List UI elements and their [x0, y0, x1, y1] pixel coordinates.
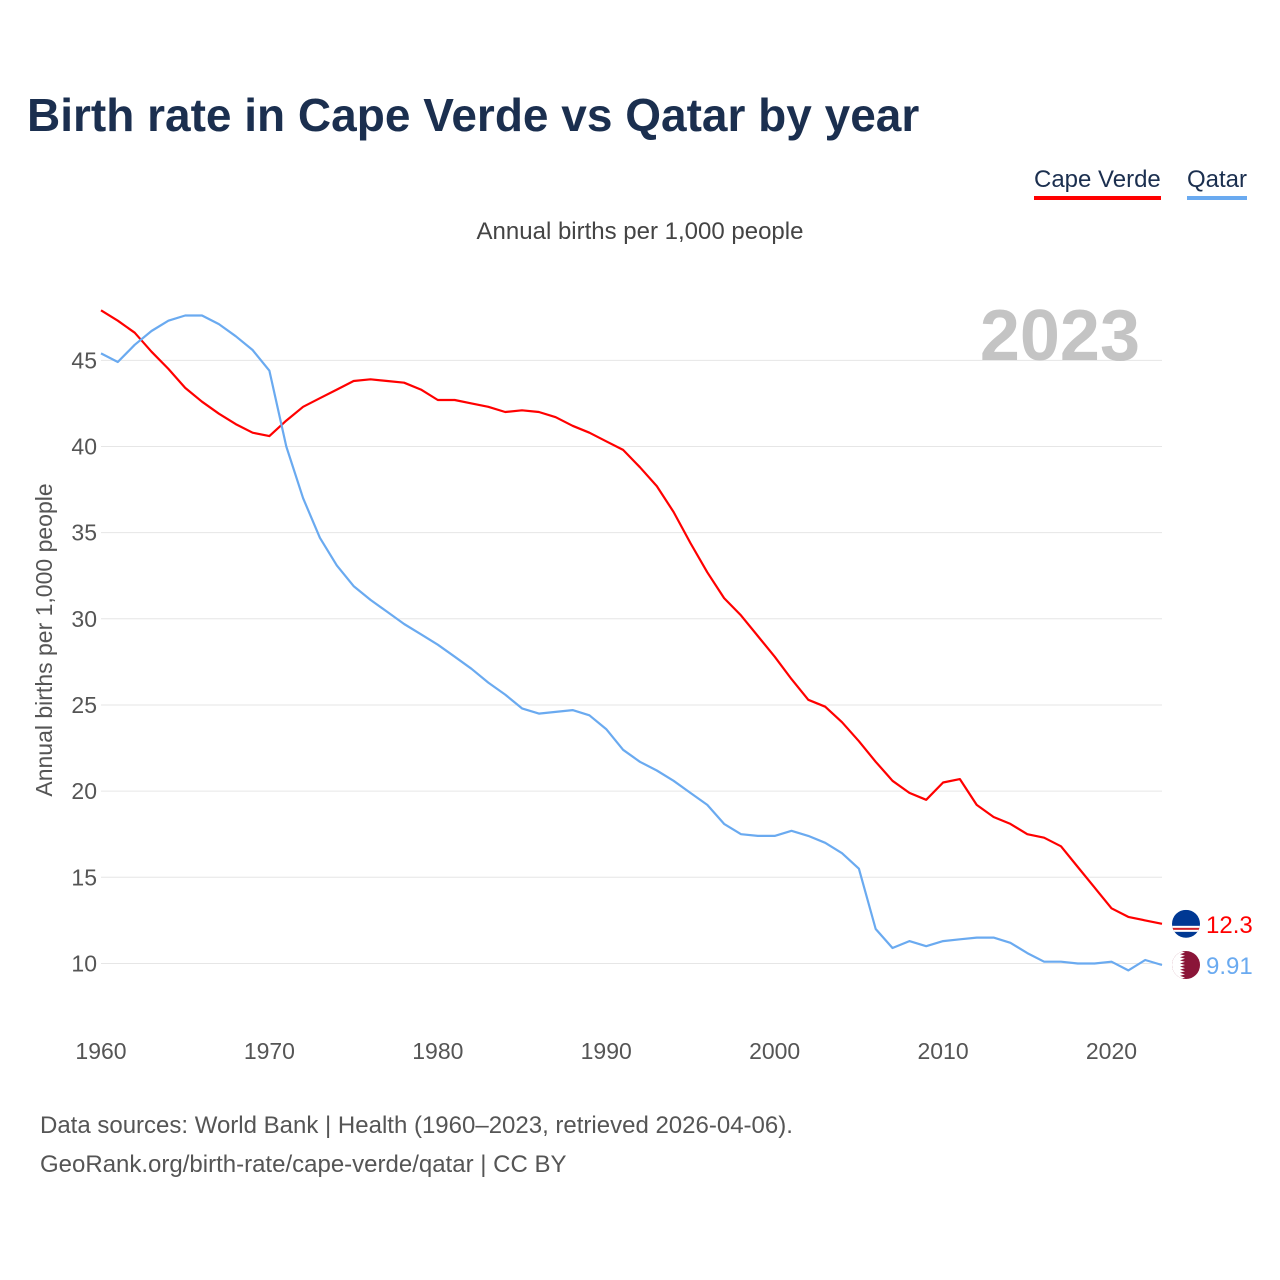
x-tick-label: 2000 [749, 1038, 800, 1064]
x-tick-label: 1960 [75, 1038, 126, 1064]
end-value-label: 9.91 [1206, 953, 1253, 980]
y-axis-ticks: 10 15 20 25 30 35 40 45 [71, 347, 97, 976]
end-value-label: 12.3 [1206, 912, 1253, 939]
y-tick-label: 40 [71, 433, 97, 459]
gridlines [101, 359, 1162, 964]
chart-subtitle: Annual births per 1,000 people [476, 218, 804, 245]
x-tick-label: 2010 [917, 1038, 968, 1064]
y-tick-label: 45 [71, 347, 97, 373]
flag-field [1172, 909, 1200, 938]
x-axis-ticks: 1960 1970 1980 1990 2000 2010 2020 [75, 1038, 1137, 1064]
source-url[interactable]: GeoRank.org/birth-rate/cape-verde/qatar … [40, 1151, 567, 1178]
flag-serration [1172, 951, 1185, 980]
y-tick-label: 10 [71, 950, 97, 976]
series-line-cape-verde [100, 309, 1163, 925]
flag-stripe [1172, 927, 1200, 930]
y-axis-label: Annual births per 1,000 people [31, 483, 57, 796]
x-tick-label: 1970 [244, 1038, 295, 1064]
data-source: Data sources: World Bank | Health (1960–… [40, 1106, 793, 1184]
x-tick-label: 2020 [1086, 1038, 1137, 1064]
series-line-qatar [100, 314, 1163, 972]
y-tick-label: 15 [71, 864, 97, 890]
legend-cape-verde[interactable]: Cape Verde [1034, 166, 1161, 200]
y-tick-label: 30 [71, 606, 97, 632]
x-tick-label: 1980 [412, 1038, 463, 1064]
chart-title: Birth rate in Cape Verde vs Qatar by yea… [27, 89, 920, 141]
qatar-flag-icon [1172, 951, 1200, 980]
legend-qatar[interactable]: Qatar [1187, 166, 1248, 200]
cape-verde-flag-icon [1172, 909, 1200, 938]
y-tick-label: 20 [71, 778, 97, 804]
y-tick-label: 25 [71, 692, 97, 718]
source-line: Data sources: World Bank | Health (1960–… [40, 1112, 793, 1139]
current-year-label: 2023 [980, 296, 1140, 376]
x-tick-label: 1990 [581, 1038, 632, 1064]
y-tick-label: 35 [71, 520, 97, 546]
